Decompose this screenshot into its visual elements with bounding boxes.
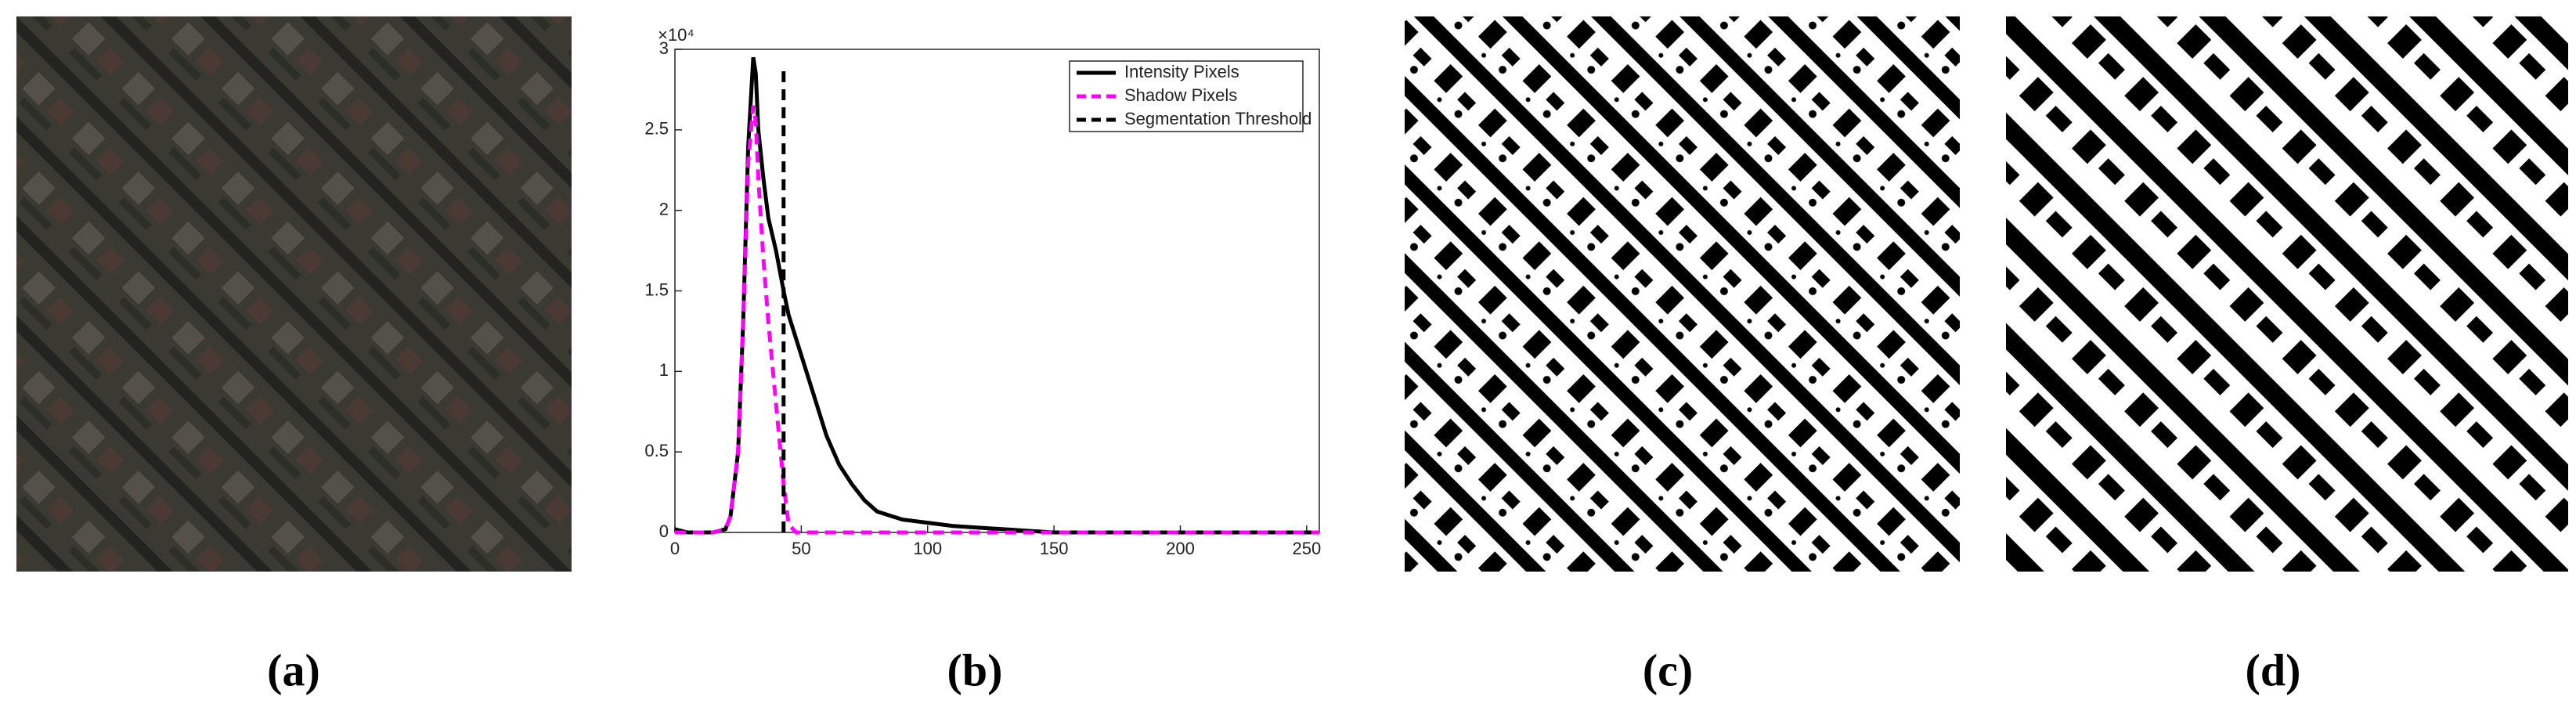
x-tick-label: 200 <box>1166 539 1195 558</box>
shadow-mask-d <box>2006 16 2568 572</box>
y-tick-label: 0 <box>659 521 669 541</box>
aerial-image <box>16 16 572 572</box>
y-tick-label: 2.5 <box>644 119 669 139</box>
panel-label: (d) <box>2246 644 2301 695</box>
x-tick-label: 50 <box>792 539 810 558</box>
legend-label: Intensity Pixels <box>1124 62 1239 81</box>
data-line <box>675 105 1319 535</box>
y-tick-label: 1.5 <box>644 280 669 299</box>
panel-label: (a) <box>267 644 320 695</box>
y-tick-label: 0.5 <box>644 441 669 460</box>
x-tick-label: 0 <box>670 539 680 558</box>
shadow-mask-c <box>1405 16 1960 572</box>
legend-label: Segmentation Threshold <box>1124 109 1311 128</box>
legend-label: Shadow Pixels <box>1124 85 1237 105</box>
y-tick-label: 1 <box>659 360 669 380</box>
x-tick-label: 150 <box>1040 539 1069 558</box>
y-tick-label: 2 <box>659 199 669 218</box>
x-tick-label: 250 <box>1293 539 1322 558</box>
y-exponent: ×10⁴ <box>658 25 695 45</box>
x-tick-label: 100 <box>913 539 942 558</box>
y-tick-label: 3 <box>659 38 669 58</box>
panel-label: (b) <box>947 644 1003 695</box>
panel-label: (c) <box>1643 644 1693 695</box>
